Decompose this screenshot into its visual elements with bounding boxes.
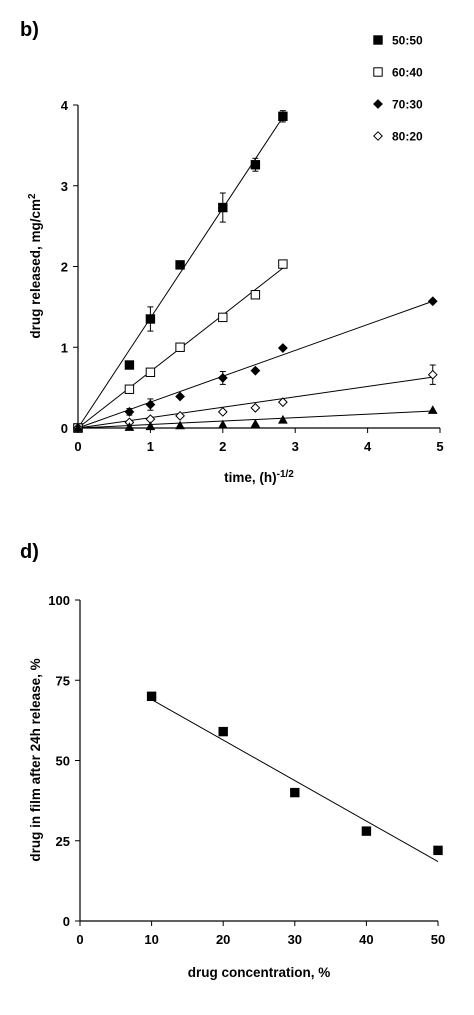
data-point [217, 419, 228, 429]
fit-line [77, 376, 433, 429]
data-points-b [73, 111, 438, 433]
data-point [175, 342, 185, 352]
y-tick-label: 2 [61, 260, 68, 275]
data-point [218, 726, 228, 737]
legend-label: 80:20 [392, 130, 423, 144]
x-tick-label: 30 [288, 932, 302, 947]
data-point [124, 360, 135, 370]
data-point [433, 845, 443, 856]
fit-lines-d [151, 699, 439, 863]
fit-line [151, 699, 439, 863]
data-point [217, 406, 228, 417]
y-tick-label: 50 [56, 754, 70, 769]
data-point [73, 422, 83, 432]
x-axis-title-b: time, (h)-1/2 [224, 469, 294, 485]
y-tick-label: 1 [61, 340, 68, 355]
data-point [427, 296, 438, 307]
panel-label-b: b) [20, 19, 39, 41]
x-tick-label: 40 [359, 932, 373, 947]
x-tick-label: 1 [147, 439, 154, 454]
data-point [277, 397, 288, 408]
x-tick-label: 20 [216, 932, 230, 947]
ticks-b: 0 1 2 3 4 5 0 1 2 3 4 [61, 98, 444, 454]
data-point [175, 391, 185, 402]
legend-b: 50:50 60:40 70:30 80:20 [373, 34, 423, 144]
data-point [427, 405, 438, 414]
legend-marker [373, 99, 383, 109]
x-axis-title-d: drug concentration, % [188, 965, 331, 980]
data-points-d [146, 691, 443, 856]
legend-label: 60:40 [392, 66, 423, 80]
data-point [250, 365, 261, 376]
chart-d: d) 0 10 20 30 40 50 0 25 50 75 100 drug concentrat… [20, 541, 445, 980]
data-point [278, 111, 288, 122]
legend-label: 70:30 [392, 98, 423, 112]
data-point [218, 202, 228, 213]
legend-label: 50:50 [392, 34, 423, 48]
legend-marker [373, 35, 383, 45]
data-point [124, 406, 135, 417]
data-point [278, 259, 288, 269]
y-tick-label: 4 [61, 98, 69, 113]
x-tick-label: 2 [219, 439, 226, 454]
y-tick-label: 100 [48, 593, 70, 608]
data-point [124, 422, 135, 431]
data-point [146, 691, 157, 701]
data-point [218, 312, 228, 323]
data-point [290, 787, 300, 798]
x-tick-label: 5 [436, 439, 443, 454]
y-tick-label: 3 [61, 179, 68, 194]
x-tick-label: 10 [144, 932, 158, 947]
data-point [217, 373, 228, 383]
data-point [250, 402, 261, 413]
data-point [277, 343, 288, 353]
legend-marker [373, 131, 383, 141]
data-point [361, 826, 372, 836]
chart-b: b) 0 1 2 3 4 5 0 1 2 3 4 time, (h)-1/2 drug releas… [20, 19, 444, 485]
data-point [145, 421, 156, 431]
y-tick-label: 75 [56, 673, 70, 688]
data-point [250, 418, 261, 428]
data-point [145, 367, 156, 377]
data-point [175, 410, 185, 421]
legend-marker [373, 67, 383, 77]
data-point [250, 290, 261, 300]
data-point [427, 369, 438, 380]
x-tick-label: 3 [292, 439, 299, 454]
fit-line [77, 116, 284, 429]
y-tick-label: 0 [63, 914, 70, 929]
panel-label-d: d) [20, 541, 39, 563]
x-tick-label: 50 [431, 932, 445, 947]
y-axis-title-b: drug released, mg/cm2 [27, 193, 43, 339]
data-point [145, 399, 156, 410]
y-tick-label: 0 [61, 421, 68, 436]
x-tick-label: 0 [76, 932, 83, 947]
y-axis-title-d: drug in film after 24h release, % [28, 658, 43, 861]
x-tick-label: 0 [74, 439, 81, 454]
y-tick-label: 25 [56, 834, 70, 849]
ticks-d: 0 10 20 30 40 50 0 25 50 75 100 [48, 593, 445, 947]
data-point [175, 260, 185, 270]
x-tick-label: 4 [364, 439, 372, 454]
data-point [175, 420, 185, 430]
data-point [278, 414, 288, 424]
data-point [250, 160, 261, 170]
data-point [145, 314, 156, 324]
data-point [124, 384, 135, 394]
fit-line [77, 300, 433, 429]
